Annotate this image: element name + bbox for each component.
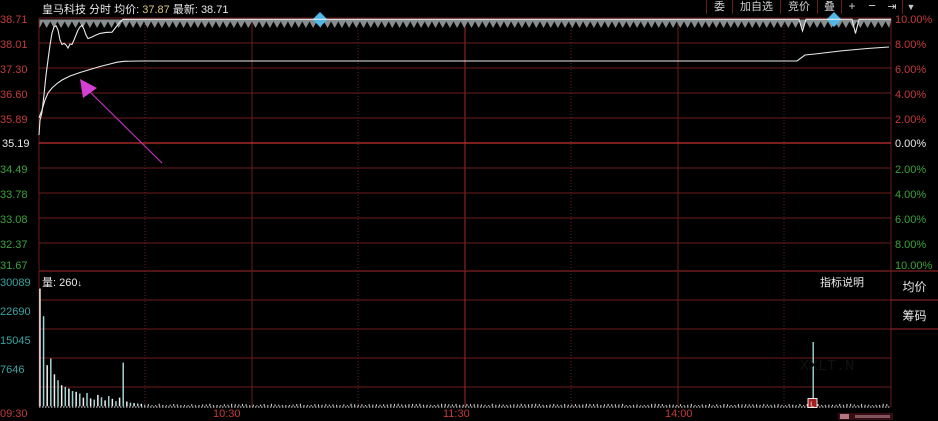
svg-text:L: L — [810, 401, 814, 408]
svg-text:XXLT.N: XXLT.N — [800, 358, 854, 375]
